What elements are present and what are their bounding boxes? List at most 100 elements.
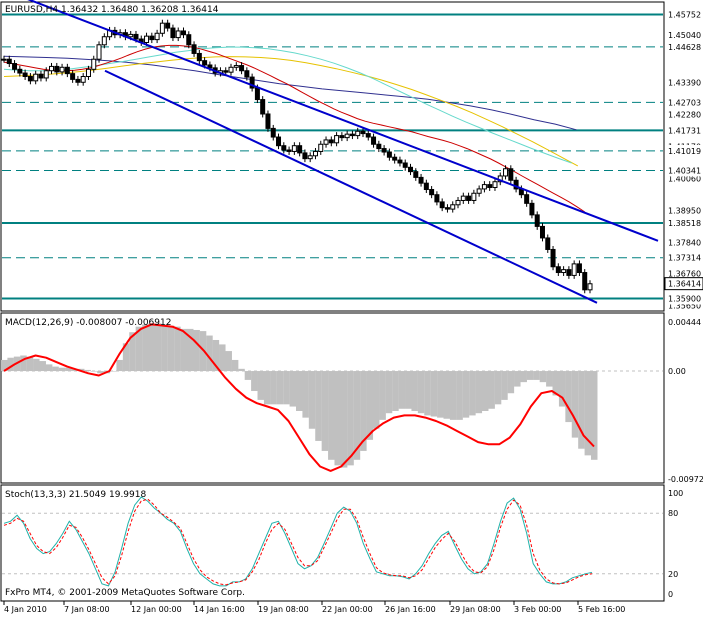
- candle-body: [276, 136, 282, 147]
- macd-histogram-bar: [340, 371, 348, 468]
- candle-body: [503, 168, 509, 177]
- candle-body: [344, 133, 350, 139]
- macd-histogram-bar: [558, 371, 566, 407]
- candle-body: [154, 32, 160, 41]
- candle-body: [508, 168, 514, 181]
- price-level-label: 1.41019: [668, 147, 701, 156]
- macd-histogram-bar: [571, 371, 579, 438]
- candle-body: [392, 156, 398, 161]
- macd-tick-label: 0.00444: [668, 318, 701, 327]
- price-tick-label: 1.36760: [668, 270, 701, 279]
- candle-body: [323, 139, 329, 145]
- candle-body: [371, 136, 377, 145]
- macd-histogram-bar: [411, 371, 418, 411]
- macd-histogram-bar: [328, 371, 335, 460]
- macd-histogram-bar: [219, 344, 226, 372]
- macd-histogram-bar: [385, 371, 393, 414]
- price-level-label: 1.42703: [668, 98, 701, 107]
- candle-body: [571, 263, 577, 276]
- macd-histogram-bar: [443, 371, 450, 419]
- candle-body: [550, 248, 556, 268]
- macd-histogram-bar: [398, 371, 406, 409]
- macd-histogram-bar: [122, 343, 130, 372]
- macd-histogram-bar: [392, 371, 399, 411]
- candle-body: [96, 44, 102, 60]
- candle-body: [318, 143, 324, 152]
- candle-body: [59, 66, 65, 73]
- macd-histogram-bar: [186, 328, 194, 372]
- macd-histogram-bar: [52, 366, 59, 372]
- candle-body: [408, 166, 414, 173]
- macd-histogram-bar: [129, 332, 136, 372]
- macd-histogram-bar: [251, 371, 258, 392]
- macd-histogram-bar: [161, 324, 168, 372]
- candle-body: [207, 64, 213, 69]
- price-tick-label: 1.38950: [668, 207, 701, 216]
- candle-body: [302, 152, 308, 160]
- price-level-label: 1.41731: [668, 126, 701, 135]
- candle-body: [80, 76, 86, 83]
- x-tick-label: 14 Jan 16:00: [194, 605, 245, 614]
- channel-lower-line: [104, 69, 598, 304]
- price-tick-label: 1.45040: [668, 31, 701, 40]
- channel-upper-line: [27, 0, 659, 242]
- candle-body: [101, 36, 107, 46]
- macd-histogram-bar: [33, 358, 40, 372]
- macd-histogram-bar: [231, 359, 239, 372]
- candle-body: [524, 194, 530, 204]
- macd-histogram-bar: [296, 371, 303, 411]
- candle-body: [91, 58, 97, 70]
- candle-body: [196, 52, 202, 62]
- candle-body: [487, 184, 493, 188]
- macd-histogram-bar: [39, 361, 46, 372]
- macd-histogram-bar: [1, 359, 8, 372]
- x-tick-label: 4 Jan 2010: [4, 605, 47, 614]
- macd-histogram-bar: [244, 371, 252, 380]
- candle-body: [133, 33, 139, 40]
- candle-body: [413, 171, 419, 178]
- macd-histogram-bar: [565, 371, 572, 423]
- candle-body: [233, 65, 239, 68]
- price-level-label: 1.35900: [668, 294, 701, 303]
- stoch-main-line: [3, 496, 593, 587]
- price-label-box: [665, 124, 703, 137]
- macd-histogram-bar: [552, 371, 560, 396]
- macd-histogram-bar: [7, 357, 14, 372]
- macd-histogram-bar: [379, 371, 386, 420]
- candle-body: [165, 22, 171, 29]
- macd-histogram-bar: [238, 368, 245, 372]
- price-label-box: [664, 277, 703, 291]
- ma-yellow-line: [3, 56, 579, 167]
- stoch-tick-label: 20: [668, 570, 678, 579]
- macd-histogram-bar: [321, 371, 329, 451]
- macd-histogram-bar: [270, 371, 277, 405]
- candle-body: [281, 145, 287, 151]
- candle-body: [75, 78, 81, 83]
- candle-body: [429, 189, 435, 196]
- candle-body: [144, 35, 150, 43]
- macd-histogram-bar: [366, 371, 374, 440]
- candle-body: [1, 58, 7, 61]
- candle-body: [444, 207, 450, 210]
- candle-body: [450, 204, 456, 210]
- price-level-label: 1.44628: [668, 43, 701, 52]
- candle-body: [170, 27, 176, 39]
- macd-histogram-bar: [456, 371, 463, 420]
- candle-body: [43, 70, 49, 79]
- candle-body: [365, 133, 371, 138]
- macd-histogram-bar: [45, 364, 53, 372]
- macd-histogram-bar: [475, 371, 483, 414]
- price-tick-label: 1.37840: [668, 239, 701, 248]
- candle-body: [334, 135, 340, 144]
- macd-histogram-bar: [225, 351, 232, 372]
- macd-histogram-bar: [520, 371, 527, 383]
- candle-body: [587, 283, 593, 291]
- macd-histogram-bar: [174, 326, 181, 372]
- x-tick-label: 5 Feb 16:00: [578, 605, 625, 614]
- candle-body: [539, 225, 545, 239]
- macd-histogram-bar: [154, 323, 162, 372]
- ma-red-line: [3, 44, 586, 213]
- macd-signal-line: [3, 323, 595, 472]
- macd-histogram-bar: [97, 371, 104, 374]
